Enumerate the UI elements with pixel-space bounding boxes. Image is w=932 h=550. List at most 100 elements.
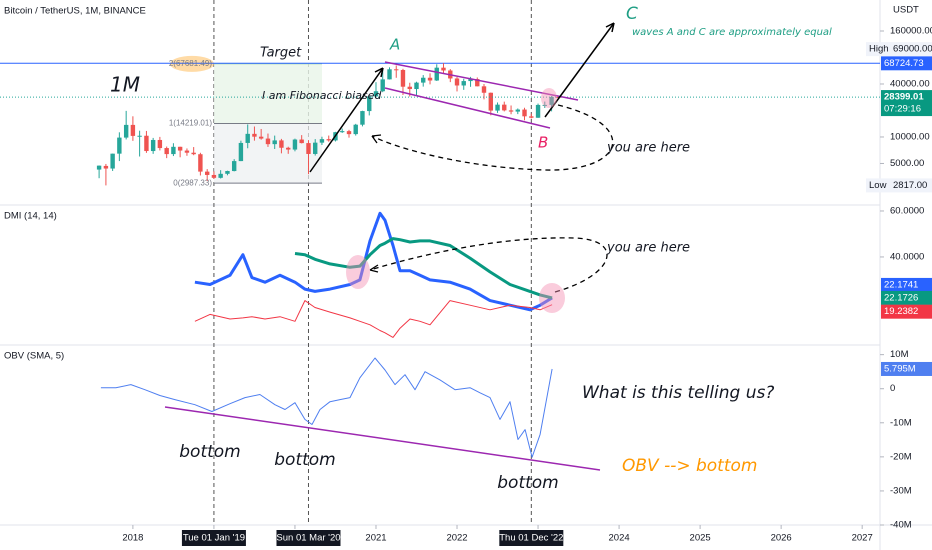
candle-body [130,124,136,136]
x-tick-label: 2024 [609,533,630,544]
candle-body [286,147,291,150]
y-tick-label: 60.0000 [890,205,924,216]
arrow [309,67,384,173]
candle-body [481,86,487,93]
y-tick-label: 160000.00 [890,26,932,37]
value-label: 5.795M [884,363,916,374]
candle-body [292,139,298,150]
highlight [541,88,557,108]
candle-body [164,148,169,155]
candle-body [144,135,149,152]
high-name: High [869,44,889,55]
value-label: 19.2382 [884,306,918,317]
value-badge [881,277,932,292]
marker-badge [181,530,246,546]
annotation: OBV --> bottom [622,456,757,476]
candle-body [326,139,331,141]
candle-body [346,131,352,135]
candle-body [434,67,439,81]
last-value-badge [881,90,932,117]
candle-body [502,104,507,111]
candle-body [258,136,264,139]
candle-body [306,143,311,154]
candle-body [218,173,223,178]
arrow-head [605,22,615,33]
trend-line [164,406,601,471]
low-label: 2817.00 [893,180,927,191]
x-tick-label: 2018 [122,533,143,544]
candle-body [272,140,277,145]
annotation: What is this telling us? [582,383,774,403]
candle-body [265,138,271,145]
arrow-head [374,67,384,78]
candle-body [150,139,156,152]
fib-label: 0(2987.33) [173,178,212,187]
candle-body [211,174,217,178]
low-badge [866,178,932,193]
candle-body [427,77,433,81]
annotation: B [538,134,548,152]
x-tick-label: 2021 [365,533,386,544]
candle-body [535,104,541,118]
y-tick-label: -20M [890,451,912,462]
panel-title: OBV (SMA, 5) [4,351,64,362]
value-badge [881,361,932,376]
candle-body [522,109,527,117]
candle-body [387,69,392,80]
countdown: 07:29:16 [884,104,921,115]
annotation: A [389,36,400,54]
candle-body [252,133,257,137]
annotation: bottom [274,450,335,470]
candle-body [468,79,473,82]
candle-body [117,137,122,154]
candle-body [313,142,318,154]
low-name: Low [869,180,887,191]
candle-body [96,165,102,170]
x-tick-label: 2026 [771,533,792,544]
candle-body [184,150,190,153]
candle-body [542,104,547,106]
panel-title: DMI (14, 14) [4,211,57,222]
candle-body [225,171,230,174]
fib-zone [214,123,322,184]
candle-body [549,96,554,105]
candle-body [407,86,412,90]
annotation: waves A and C are approximately equal [632,27,832,38]
candle-body [394,69,399,71]
annotation: you are here [606,241,690,256]
candle-body [177,146,183,151]
candle-body [421,77,426,83]
candle-body [461,81,466,86]
fib-label: 1(14219.01) [169,119,212,128]
candle-body [191,152,196,155]
dashed-arrow [369,237,608,293]
reference-badge [881,56,932,71]
series-line [294,237,553,300]
value-badge [881,304,932,319]
candle-body [198,154,203,172]
candle-body [204,171,210,175]
plot [0,0,884,529]
candle-body [245,133,250,143]
fib-zone [214,63,322,124]
channel-line [384,87,551,129]
unit-label: USDT [893,5,919,16]
last-value-label: 28399.01 [884,92,924,103]
fib-label-bg [170,55,214,72]
candle-body [319,139,325,143]
candle-body [157,139,163,149]
series-line [194,211,553,312]
candle-body [238,142,244,162]
candle-body [515,109,520,112]
candle-body [299,139,304,144]
marker-label: Thu 01 Dec '22 [499,533,563,544]
annotation: bottom [497,473,558,493]
marker-badge [499,530,564,546]
y-tick-label: 40.0000 [890,251,924,262]
y-tick-label: 5000.00 [890,158,924,169]
value-badge [881,290,932,305]
candle-body [103,165,109,169]
candle-body [171,146,176,155]
